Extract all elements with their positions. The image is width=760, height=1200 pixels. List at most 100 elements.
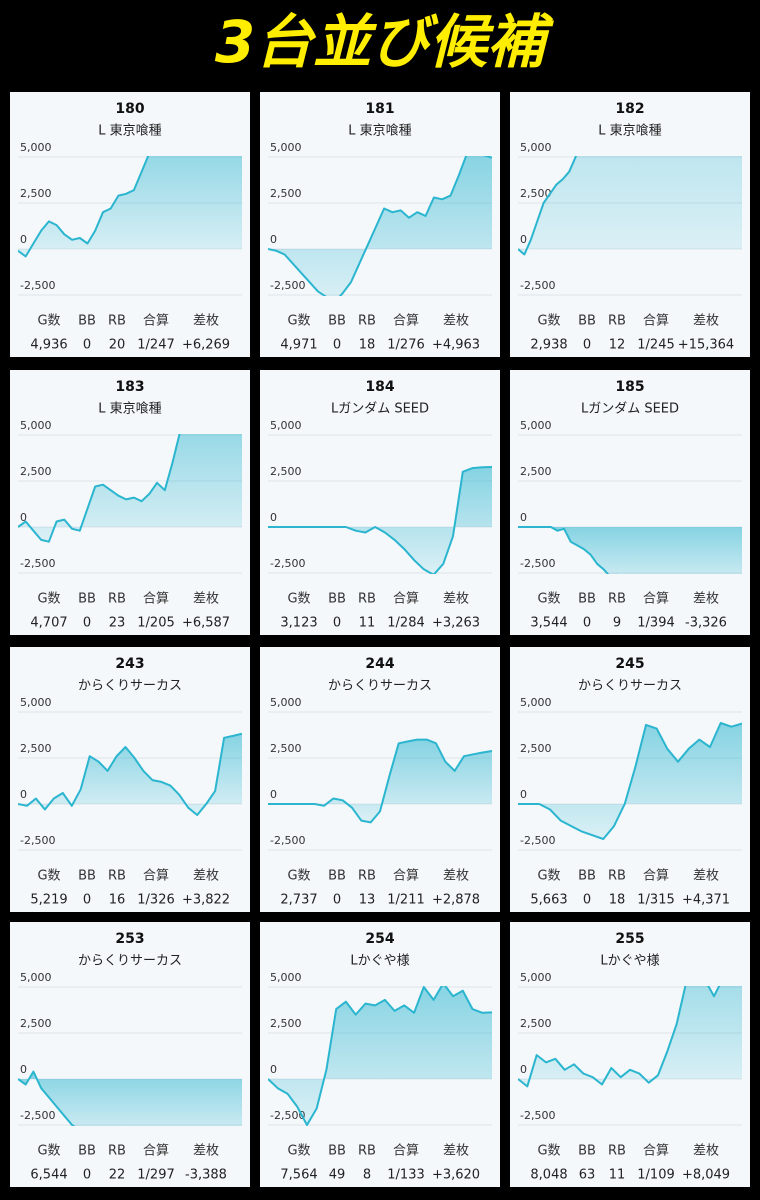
y-tick-label: 2,500: [270, 742, 302, 755]
stat-value: 11: [359, 616, 376, 631]
line: [268, 986, 492, 1126]
stat-value: 4,707: [30, 616, 67, 631]
y-tick-label: 0: [20, 511, 27, 524]
stat-label: 差枚: [193, 1144, 219, 1159]
stat-value: 1/247: [137, 338, 174, 353]
stat-label: 差枚: [693, 869, 719, 884]
stat-value: 8: [363, 1168, 371, 1183]
line: [518, 156, 578, 256]
card: 181 L 東京喰種 5,000 2,500 0 -2,500 G数 BB RB 合算 差枚 4,97…: [260, 92, 500, 357]
y-tick-label: 2,500: [20, 465, 52, 478]
stat-label: RB: [108, 869, 126, 884]
y-tick-label: 5,000: [270, 419, 302, 432]
card-subtitle: L 東京喰種: [98, 401, 161, 417]
card-title: 183: [115, 379, 144, 395]
stat-label: RB: [608, 592, 626, 607]
y-tick-label: 0: [520, 511, 527, 524]
stat-label: 差枚: [443, 1144, 469, 1159]
stat-value: 63: [579, 1168, 596, 1183]
y-tick-label: 0: [520, 1063, 527, 1076]
y-tick-label: -2,500: [20, 834, 55, 847]
stat-label: 合算: [143, 1144, 169, 1159]
card-subtitle: L 東京喰種: [348, 123, 411, 139]
y-tick-label: 5,000: [520, 971, 552, 984]
stat-label: BB: [328, 1144, 346, 1159]
y-tick-label: 5,000: [520, 141, 552, 154]
stat-value: +6,587: [182, 616, 230, 631]
area: [268, 467, 492, 574]
card-title: 180: [115, 101, 144, 117]
stat-value: 5,219: [30, 893, 67, 908]
y-tick-label: 2,500: [520, 187, 552, 200]
line: [18, 1070, 76, 1126]
card-subtitle: L 東京喰種: [98, 123, 161, 139]
line: [518, 722, 742, 840]
area: [18, 156, 242, 257]
stat-value: 18: [609, 893, 626, 908]
stat-value: 11: [609, 1168, 626, 1183]
stat-label: RB: [358, 869, 376, 884]
card-title: 184: [365, 379, 394, 395]
stat-label: RB: [358, 592, 376, 607]
stat-label: 差枚: [693, 314, 719, 329]
stat-label: G数: [37, 592, 60, 607]
y-tick-label: 5,000: [270, 971, 302, 984]
stat-value: 0: [83, 616, 91, 631]
stat-label: 差枚: [443, 314, 469, 329]
y-tick-label: 5,000: [20, 971, 52, 984]
stat-value: 3,123: [280, 616, 317, 631]
card-title: 182: [615, 101, 644, 117]
y-tick-label: 2,500: [520, 1017, 552, 1030]
y-tick-label: 5,000: [270, 696, 302, 709]
stat-label: G数: [287, 592, 310, 607]
card: 244 からくりサーカス 5,000 2,500 0 -2,500 G数 BB RB 合算 差枚 2,…: [260, 647, 500, 912]
stat-value: +2,878: [432, 893, 480, 908]
stat-label: 合算: [143, 869, 169, 884]
line: [18, 156, 150, 258]
stat-label: RB: [108, 314, 126, 329]
stat-label: 合算: [643, 592, 669, 607]
stat-value: 0: [83, 893, 91, 908]
y-tick-label: 0: [20, 233, 27, 246]
stat-value: +15,364: [678, 338, 734, 353]
stat-value: +3,822: [182, 893, 230, 908]
stat-value: +3,263: [432, 616, 480, 631]
stat-label: BB: [328, 592, 346, 607]
y-tick-label: 0: [20, 788, 27, 801]
card-subtitle: Lかぐや様: [350, 954, 409, 969]
card: 254 Lかぐや様 5,000 2,500 0 -2,500 G数 BB RB 合算 差枚 7,564…: [260, 922, 500, 1187]
stat-value: +4,963: [432, 338, 480, 353]
card: 185 Lガンダム SEED 5,000 2,500 0 -2,500 G数 BB RB 合算 差枚…: [510, 370, 750, 635]
card-title: 253: [115, 931, 144, 947]
stat-label: G数: [37, 869, 60, 884]
line: [518, 526, 618, 574]
y-tick-label: 2,500: [270, 465, 302, 478]
card-title: 255: [615, 931, 644, 947]
stat-label: 差枚: [693, 592, 719, 607]
stat-value: 13: [359, 893, 376, 908]
card-title: 181: [365, 101, 394, 117]
stat-value: 0: [333, 338, 341, 353]
stat-value: 1/394: [637, 616, 674, 631]
stat-label: RB: [608, 314, 626, 329]
card-bg: [10, 922, 250, 1187]
stat-label: BB: [78, 869, 96, 884]
stat-label: BB: [578, 869, 596, 884]
stat-label: 合算: [393, 869, 419, 884]
stat-value: 0: [583, 338, 591, 353]
stat-label: G数: [287, 1144, 310, 1159]
stat-value: 1/297: [137, 1168, 174, 1183]
stat-value: 1/133: [387, 1168, 424, 1183]
stat-label: 合算: [393, 592, 419, 607]
stat-label: BB: [328, 314, 346, 329]
stat-value: 49: [329, 1168, 346, 1183]
y-tick-label: -2,500: [20, 1109, 55, 1122]
area: [268, 986, 492, 1125]
stat-value: 16: [109, 893, 126, 908]
stat-value: 9: [613, 616, 621, 631]
y-tick-label: 2,500: [20, 742, 52, 755]
card: 253 からくりサーカス 5,000 2,500 0 -2,500 G数 BB RB 合算 差枚 6,…: [10, 922, 250, 1187]
y-tick-label: -2,500: [20, 557, 55, 570]
stat-value: 8,048: [530, 1168, 567, 1183]
